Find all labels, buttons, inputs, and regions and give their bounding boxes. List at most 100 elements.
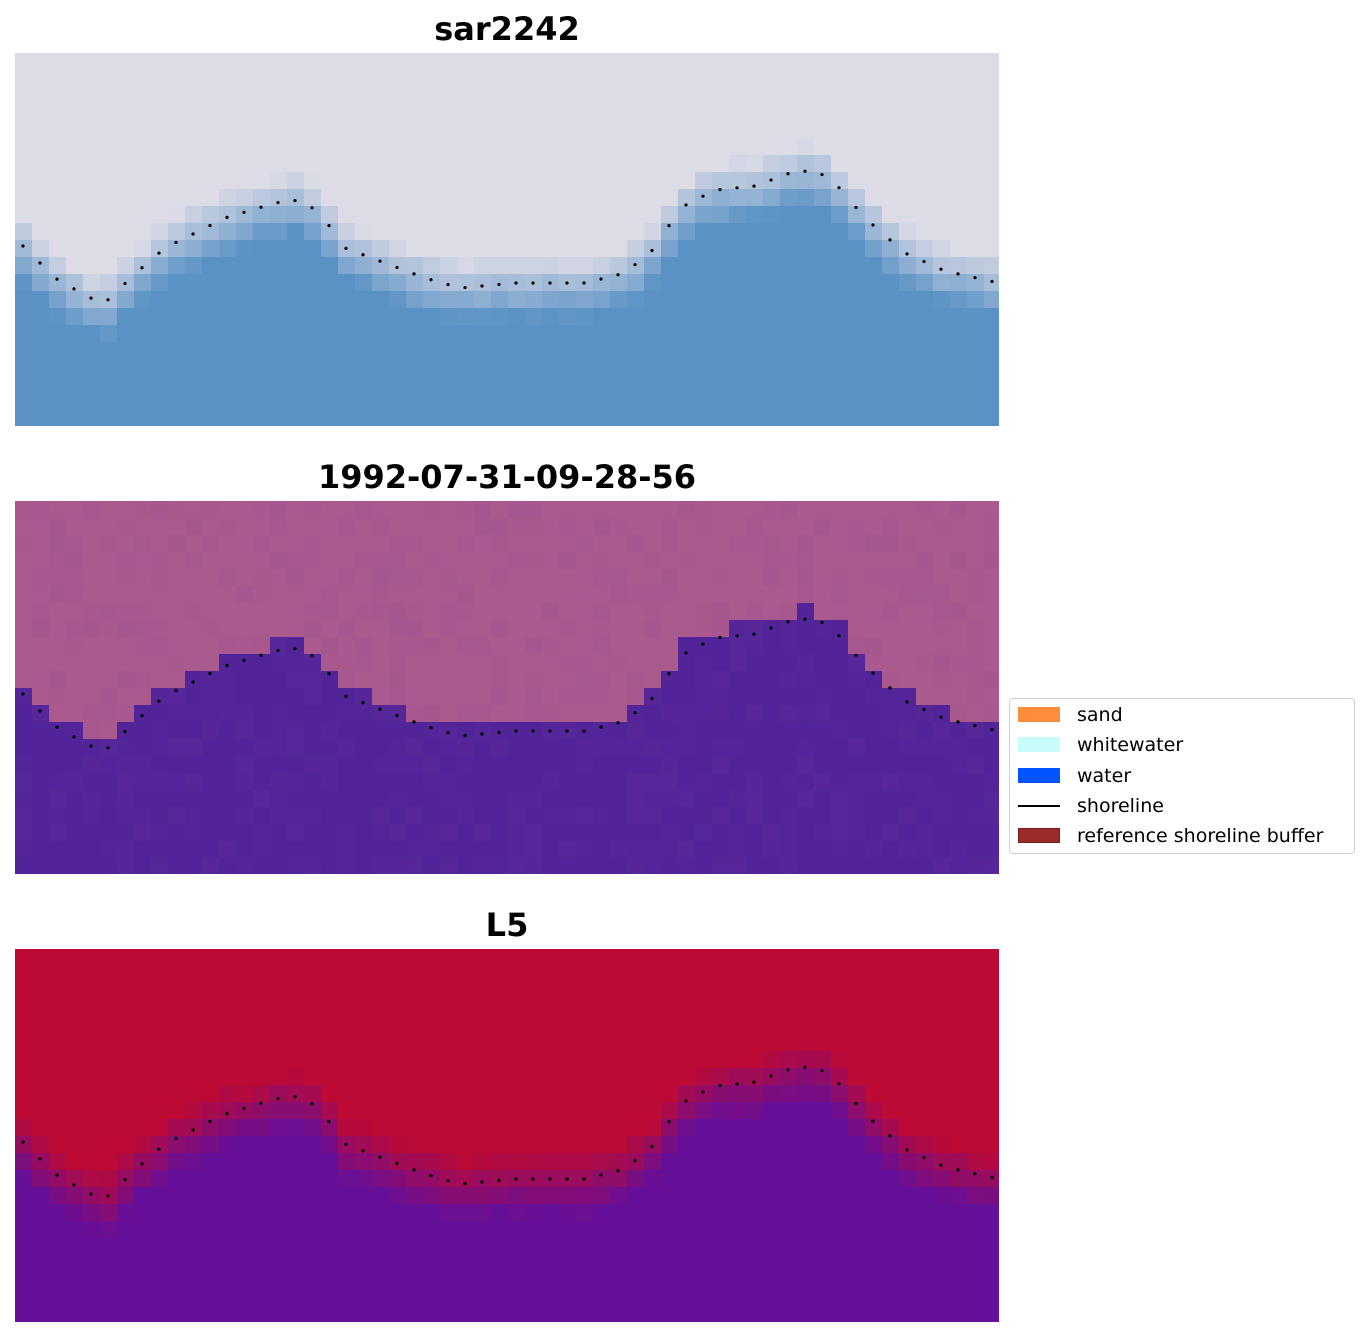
- image-pixel: [984, 1102, 999, 1120]
- image-pixel: [423, 841, 441, 859]
- image-pixel: [100, 376, 118, 394]
- image-pixel: [899, 223, 917, 241]
- image-pixel: [168, 671, 186, 689]
- image-pixel: [389, 586, 407, 604]
- image-pixel: [831, 1085, 849, 1103]
- shoreline-point: [497, 730, 501, 735]
- shoreline-point: [72, 735, 76, 739]
- image-pixel: [899, 654, 917, 672]
- image-pixel: [66, 291, 84, 309]
- shoreline-point: [242, 1106, 246, 1110]
- image-pixel: [287, 240, 305, 258]
- image-pixel: [593, 393, 611, 411]
- image-pixel: [151, 535, 169, 553]
- image-pixel: [865, 841, 883, 859]
- image-pixel: [508, 841, 526, 859]
- image-pixel: [763, 257, 781, 275]
- image-pixel: [712, 671, 730, 689]
- image-pixel: [355, 359, 373, 377]
- image-pixel: [270, 410, 288, 426]
- image-pixel: [797, 121, 815, 139]
- image-pixel: [627, 807, 645, 825]
- image-pixel: [151, 376, 169, 394]
- image-pixel: [32, 1068, 50, 1086]
- image-pixel: [389, 189, 407, 207]
- image-pixel: [950, 1017, 968, 1035]
- image-pixel: [474, 807, 492, 825]
- image-pixel: [729, 359, 747, 377]
- image-pixel: [15, 342, 33, 360]
- image-pixel: [763, 1306, 781, 1322]
- image-pixel: [746, 393, 764, 411]
- image-pixel: [49, 790, 67, 808]
- image-pixel: [746, 688, 764, 706]
- image-pixel: [695, 1051, 713, 1069]
- image-pixel: [678, 359, 696, 377]
- image-pixel: [627, 654, 645, 672]
- image-pixel: [644, 552, 662, 570]
- image-pixel: [780, 138, 798, 156]
- image-pixel: [423, 1238, 441, 1256]
- image-pixel: [457, 1017, 475, 1035]
- image-pixel: [508, 223, 526, 241]
- image-pixel: [848, 688, 866, 706]
- image-pixel: [933, 257, 951, 275]
- image-pixel: [712, 552, 730, 570]
- image-pixel: [100, 393, 118, 411]
- image-pixel: [525, 1068, 543, 1086]
- image-pixel: [236, 410, 254, 426]
- image-pixel: [899, 53, 917, 71]
- image-pixel: [729, 807, 747, 825]
- image-pixel: [559, 1187, 577, 1205]
- image-pixel: [474, 376, 492, 394]
- image-pixel: [899, 688, 917, 706]
- image-pixel: [219, 705, 237, 723]
- image-pixel: [372, 637, 390, 655]
- image-pixel: [525, 586, 543, 604]
- image-pixel: [389, 552, 407, 570]
- image-pixel: [338, 274, 356, 292]
- image-pixel: [729, 1034, 747, 1052]
- image-pixel: [253, 172, 271, 190]
- image-pixel: [933, 1119, 951, 1137]
- image-pixel: [559, 841, 577, 859]
- image-pixel: [423, 1306, 441, 1322]
- image-pixel: [576, 705, 594, 723]
- image-pixel: [695, 637, 713, 655]
- image-pixel: [967, 807, 985, 825]
- image-pixel: [644, 410, 662, 426]
- image-pixel: [610, 807, 628, 825]
- image-pixel: [32, 586, 50, 604]
- image-pixel: [474, 1000, 492, 1018]
- image-pixel: [270, 359, 288, 377]
- image-pixel: [593, 1000, 611, 1018]
- image-pixel: [661, 569, 679, 587]
- image-pixel: [712, 325, 730, 343]
- image-pixel: [797, 1255, 815, 1273]
- image-pixel: [559, 240, 577, 258]
- image-pixel: [32, 172, 50, 190]
- image-pixel: [627, 1221, 645, 1239]
- image-pixel: [389, 966, 407, 984]
- image-pixel: [814, 410, 832, 426]
- image-pixel: [117, 841, 135, 859]
- image-pixel: [287, 756, 305, 774]
- image-pixel: [321, 1272, 339, 1290]
- image-pixel: [49, 949, 67, 967]
- image-pixel: [627, 410, 645, 426]
- image-pixel: [474, 342, 492, 360]
- image-pixel: [440, 1170, 458, 1188]
- image-pixel: [695, 1289, 713, 1307]
- image-pixel: [457, 87, 475, 105]
- image-pixel: [236, 722, 254, 740]
- image-pixel: [542, 637, 560, 655]
- image-pixel: [950, 1068, 968, 1086]
- image-pixel: [746, 654, 764, 672]
- image-pixel: [287, 773, 305, 791]
- image-pixel: [678, 739, 696, 757]
- image-pixel: [780, 1085, 798, 1103]
- image-pixel: [321, 70, 339, 88]
- image-pixel: [117, 620, 135, 638]
- image-pixel: [168, 552, 186, 570]
- image-pixel: [559, 189, 577, 207]
